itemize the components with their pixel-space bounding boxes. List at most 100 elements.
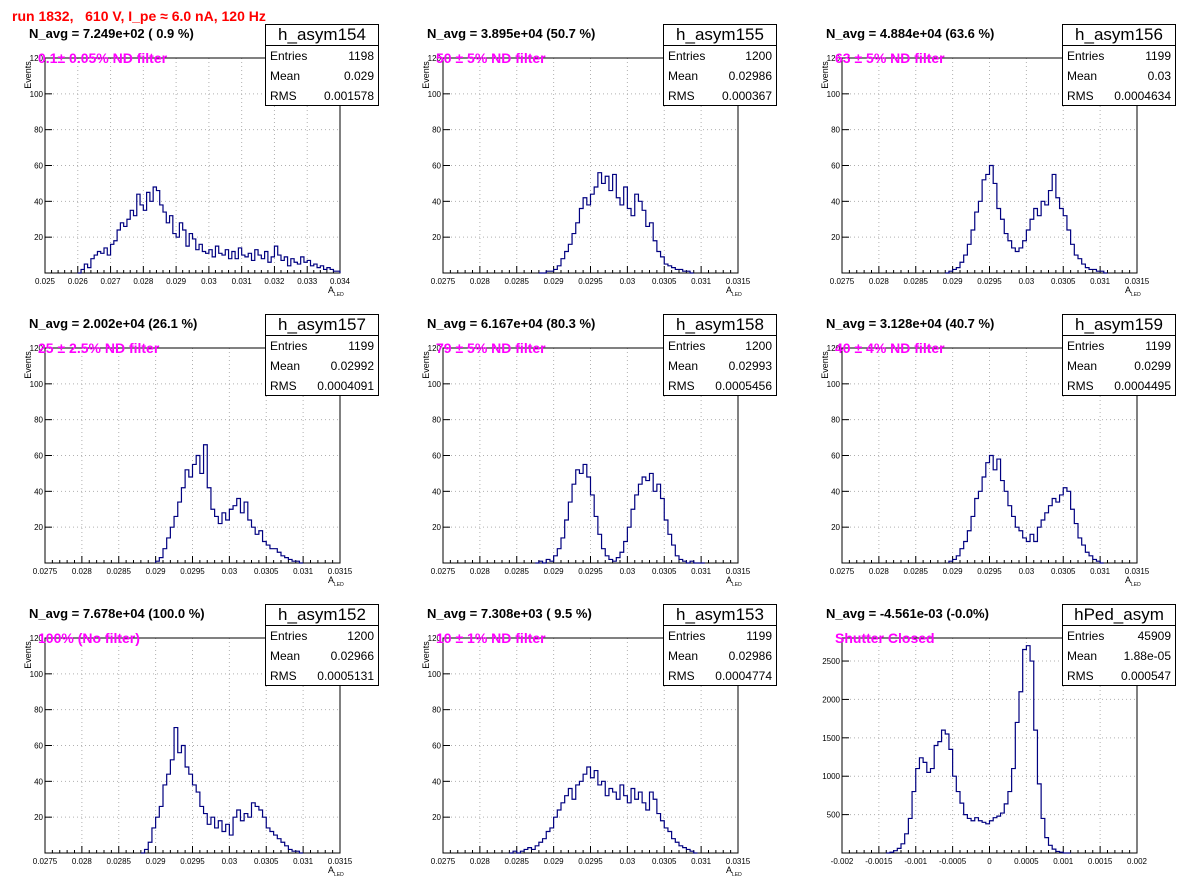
stats-value: 1199	[1145, 49, 1171, 63]
stats-value: 0.0299	[1134, 359, 1171, 373]
stats-box-name: h_asym154	[266, 25, 378, 46]
y-tick-label: 40	[34, 197, 43, 206]
stats-box: h_asym155 Entries 1200 Mean 0.02986 RMS 0.0003…	[663, 24, 777, 106]
filter-annotation: 25 ± 2.5% ND filter	[38, 340, 160, 356]
x-tick-label: 0.031	[1090, 567, 1111, 576]
x-tick-label: 0.001	[1053, 857, 1074, 866]
stats-label: Mean	[668, 649, 699, 663]
x-axis-title-main: A	[726, 865, 732, 875]
histogram-series	[535, 463, 705, 564]
histogram-panel[interactable]: 0.025 0.026 0.027 0.028 0.029 0.03 0.031 0.032 0…	[0, 22, 398, 312]
stats-box: h_asym158 Entries 1200 Mean 0.02993 RMS 0.0005…	[663, 314, 777, 396]
stats-box-name: h_asym159	[1063, 315, 1175, 336]
x-tick-label: 0.0315	[726, 567, 751, 576]
y-tick-label: 40	[34, 777, 43, 786]
stats-value: 0.02986	[728, 69, 772, 83]
stats-box-name: h_asym158	[664, 315, 776, 336]
stats-value: 0.03	[1147, 69, 1171, 83]
x-axis-title-subscript: LED	[1131, 582, 1141, 588]
histogram-title: N_avg = 2.002e+04 (26.1 %)	[29, 316, 198, 331]
y-tick-label: 120	[827, 54, 841, 63]
histogram-plot: 0.0275 0.028 0.0285 0.029 0.0295 0.03 0.0305 0.…	[23, 344, 353, 588]
page-title: run 1832, 610 V, I_pe ≈ 6.0 nA, 120 Hz	[12, 8, 266, 24]
x-tick-label: 0.0285	[904, 277, 929, 286]
stats-value: 0.0005131	[317, 669, 374, 683]
histogram-panel[interactable]: 0.0275 0.028 0.0285 0.029 0.0295 0.03 0.0305 0.…	[0, 312, 398, 602]
x-tick-label: 0.0005	[1014, 857, 1039, 866]
y-tick-label: 60	[831, 162, 840, 171]
x-tick-label: 0.031	[691, 567, 712, 576]
histogram-panel[interactable]: 0.0275 0.028 0.0285 0.029 0.0295 0.03 0.0305 0.…	[797, 312, 1195, 602]
stats-row-rms: RMS 0.0004495	[1063, 376, 1175, 396]
x-axis-title-subscript: LED	[732, 872, 742, 878]
x-tick-label: 0.0315	[726, 857, 751, 866]
x-tick-label: 0.029	[544, 277, 565, 286]
y-tick-label: 1500	[822, 734, 840, 743]
stats-label: Mean	[270, 359, 301, 373]
filter-annotation: 79 ± 5% ND filter	[436, 340, 546, 356]
stats-value: 0.000547	[1120, 669, 1171, 683]
stats-label: Mean	[270, 649, 301, 663]
y-tick-label: 40	[432, 487, 441, 496]
y-tick-label: 80	[34, 706, 43, 715]
x-tick-label: 0.03	[1019, 277, 1035, 286]
stats-row-rms: RMS 0.001578	[266, 86, 378, 106]
stats-label: Entries	[270, 629, 308, 643]
x-tick-label: 0.027	[101, 277, 122, 286]
x-tick-label: 0.0295	[578, 567, 603, 576]
stats-value: 0.02992	[330, 359, 374, 373]
x-axis-title-main: A	[1125, 285, 1131, 295]
stats-row-rms: RMS 0.0004091	[266, 376, 378, 396]
x-tick-label: 0.0305	[254, 567, 279, 576]
x-tick-label: 0.0285	[107, 567, 132, 576]
histogram-panel[interactable]: 0.0275 0.028 0.0285 0.029 0.0295 0.03 0.0305 0.…	[398, 22, 796, 312]
x-tick-label: 0.0275	[431, 567, 456, 576]
y-tick-label: 80	[432, 416, 441, 425]
stats-label: RMS	[1067, 379, 1094, 393]
x-tick-label: 0.032	[264, 277, 285, 286]
y-axis-title: Events	[421, 61, 431, 89]
y-tick-label: 1000	[822, 772, 840, 781]
y-tick-label: 120	[30, 634, 44, 643]
x-tick-label: 0.0285	[505, 567, 530, 576]
stats-row-entries: Entries 1200	[664, 336, 776, 356]
histogram-title: N_avg = 6.167e+04 (80.3 %)	[427, 316, 596, 331]
x-tick-label: 0.0275	[830, 567, 855, 576]
x-tick-label: 0.028	[869, 567, 890, 576]
y-tick-label: 120	[428, 344, 442, 353]
y-tick-label: 80	[831, 126, 840, 135]
stats-row-mean: Mean 0.02966	[266, 646, 378, 666]
x-axis-title: ALED	[726, 575, 742, 588]
histogram-title: N_avg = 7.678e+04 (100.0 %)	[29, 606, 205, 621]
x-axis-title-subscript: LED	[334, 582, 344, 588]
stats-value: 0.0004774	[715, 669, 772, 683]
filter-annotation: 100% (No filter)	[38, 630, 140, 646]
x-tick-label: 0.03	[620, 277, 636, 286]
stats-label: Entries	[668, 629, 706, 643]
stats-box: h_asym153 Entries 1199 Mean 0.02986 RMS 0.0004…	[663, 604, 777, 686]
x-axis-title: ALED	[1125, 285, 1141, 298]
y-tick-label: 500	[827, 811, 841, 820]
stats-value: 0.0004495	[1114, 379, 1171, 393]
y-tick-label: 20	[34, 813, 43, 822]
histogram-panel[interactable]: -0.002 -0.0015 -0.001 -0.0005 0 0.0005 0.001 0.…	[797, 602, 1195, 892]
x-axis-title-main: A	[328, 575, 334, 585]
x-tick-label: -0.0015	[865, 857, 893, 866]
stats-row-entries: Entries 1199	[1063, 336, 1175, 356]
histogram-title: N_avg = 3.895e+04 (50.7 %)	[427, 26, 596, 41]
x-tick-label: 0.0275	[33, 857, 58, 866]
x-tick-label: 0.0285	[505, 277, 530, 286]
stats-value: 0.02993	[728, 359, 772, 373]
histogram-panel[interactable]: 0.0275 0.028 0.0285 0.029 0.0295 0.03 0.0305 0.…	[797, 22, 1195, 312]
histogram-panel[interactable]: 0.0275 0.028 0.0285 0.029 0.0295 0.03 0.0305 0.…	[398, 312, 796, 602]
x-tick-label: 0.0305	[652, 567, 677, 576]
stats-value: 1198	[348, 49, 374, 63]
histogram-plot: 0.0275 0.028 0.0285 0.029 0.0295 0.03 0.0305 0.…	[421, 634, 751, 878]
stats-label: Entries	[1067, 339, 1105, 353]
stats-row-mean: Mean 0.02986	[664, 646, 776, 666]
histogram-panel[interactable]: 0.0275 0.028 0.0285 0.029 0.0295 0.03 0.0305 0.…	[398, 602, 796, 892]
stats-box: hPed_asym Entries 45909 Mean 1.88e-05 RMS 0.00…	[1062, 604, 1176, 686]
x-tick-label: 0.028	[72, 857, 93, 866]
histogram-panel[interactable]: 0.0275 0.028 0.0285 0.029 0.0295 0.03 0.0305 0.…	[0, 602, 398, 892]
x-tick-label: 0.029	[166, 277, 187, 286]
